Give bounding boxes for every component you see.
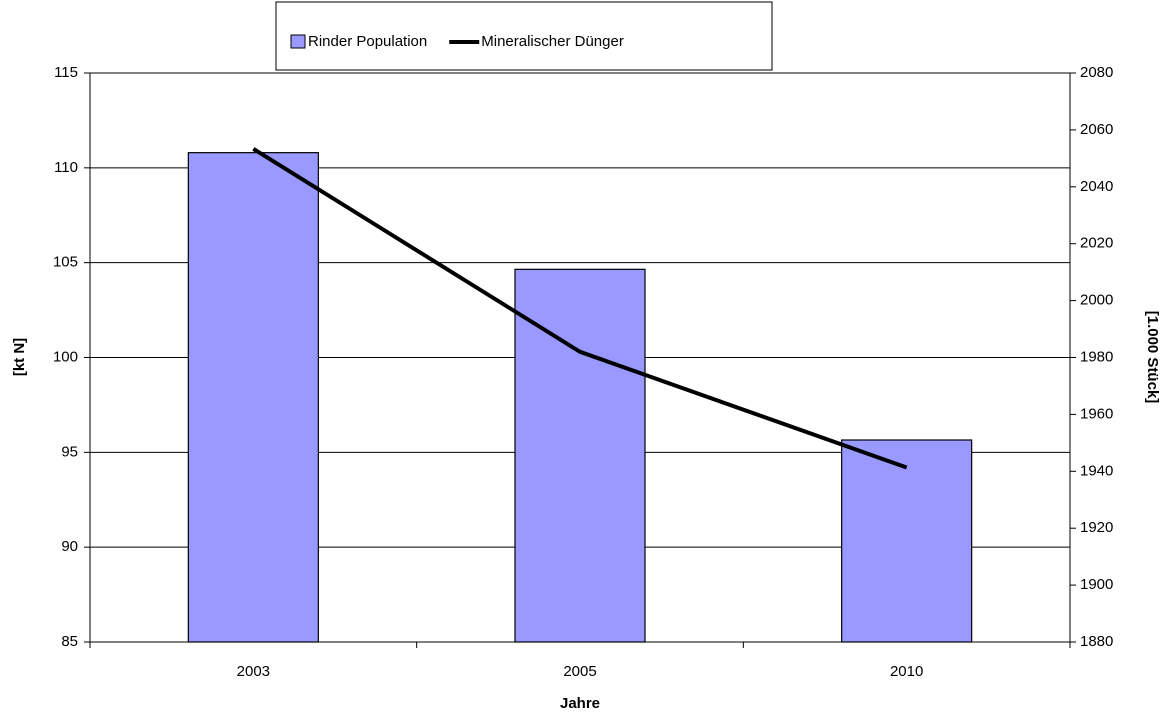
legend-label: Rinder Population	[308, 33, 427, 50]
bar	[187, 152, 319, 643]
y2-tick-label: 2020	[1080, 235, 1113, 252]
y2-tick-label: 1900	[1080, 576, 1113, 593]
line	[252, 147, 908, 470]
y2-tick-label: 2000	[1080, 292, 1113, 309]
y2-tick-label: 2080	[1080, 64, 1113, 81]
x-tick-label: 2003	[237, 663, 270, 680]
legend-swatch	[290, 34, 306, 49]
y-tick-label: 100	[53, 348, 78, 365]
y-tick-label: 85	[61, 633, 78, 650]
y-tick-label: 90	[61, 538, 78, 555]
y2-tick-label: 2040	[1080, 178, 1113, 195]
y2-tick-label: 1920	[1080, 519, 1113, 536]
bar	[841, 439, 973, 643]
y2-tick-label: 1960	[1080, 405, 1113, 422]
y2-tick-label: 1880	[1080, 633, 1113, 650]
x-tick-label: 2010	[890, 663, 923, 680]
legend-box	[275, 1, 773, 71]
bar	[514, 268, 646, 643]
y-axis-label: [kt N]	[11, 338, 28, 376]
x-tick-label: 2005	[563, 663, 596, 680]
legend-label: Mineralischer Dünger	[481, 33, 624, 50]
y2-tick-label: 1940	[1080, 462, 1113, 479]
y2-tick-label: 2060	[1080, 121, 1113, 138]
x-axis-label: Jahre	[560, 695, 600, 712]
y-tick-label: 110	[54, 159, 78, 176]
y-tick-label: 105	[53, 254, 78, 271]
y-tick-label: 115	[54, 64, 78, 81]
y-tick-label: 95	[61, 443, 78, 460]
y2-axis-label: [1.000 Stück]	[1144, 311, 1161, 404]
y2-tick-label: 1980	[1080, 348, 1113, 365]
